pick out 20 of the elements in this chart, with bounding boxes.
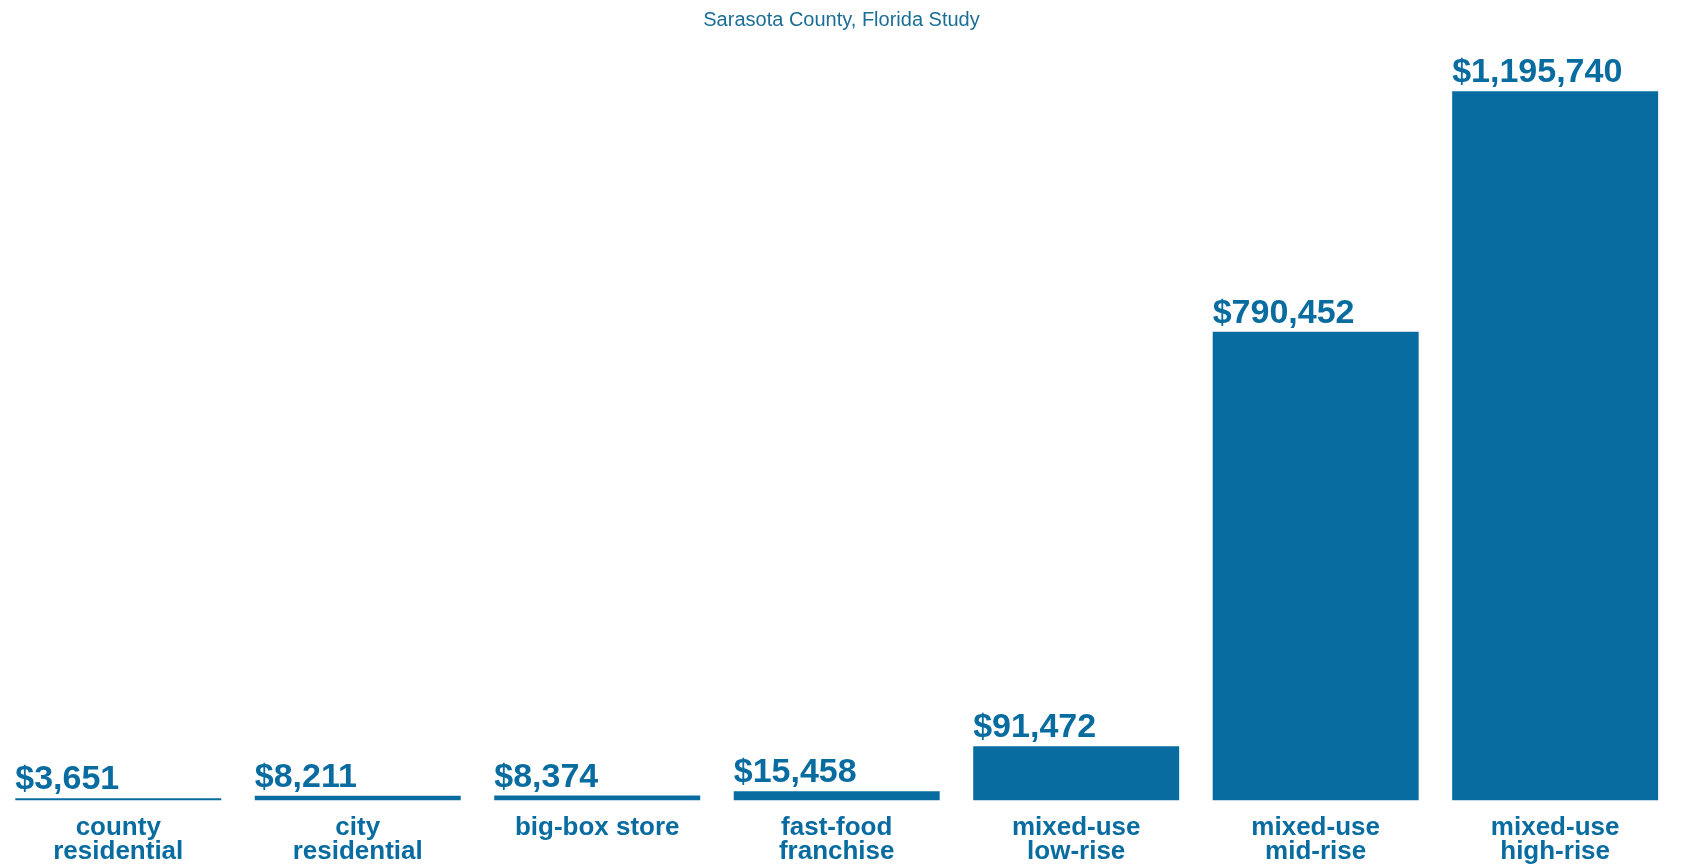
x-tick-label: county residential [53,810,184,865]
data-label: $790,452 [1212,291,1355,330]
x-tick-label: mixed-use mid-rise [1251,810,1380,865]
data-label: $3,651 [15,758,120,797]
data-label: $91,472 [973,706,1097,745]
x-tick-label: fast-food franchise [778,810,895,865]
data-label: $1,195,740 [1452,51,1623,90]
x-tick-label: mixed-use high-rise [1490,810,1620,865]
bar [15,798,222,801]
data-label: $8,211 [254,755,357,794]
bar [973,746,1180,801]
data-label: $8,374 [494,755,599,794]
chart-subtitle: Sarasota County, Florida Study [703,7,980,30]
x-tick-label: city residential [292,810,423,865]
bar [1212,331,1419,801]
x-tick-label: mixed-use low-rise [1011,810,1141,865]
bar [1452,91,1659,801]
bar [733,791,940,801]
data-label: $15,458 [733,751,857,790]
x-tick-label: big-box store [514,810,680,841]
